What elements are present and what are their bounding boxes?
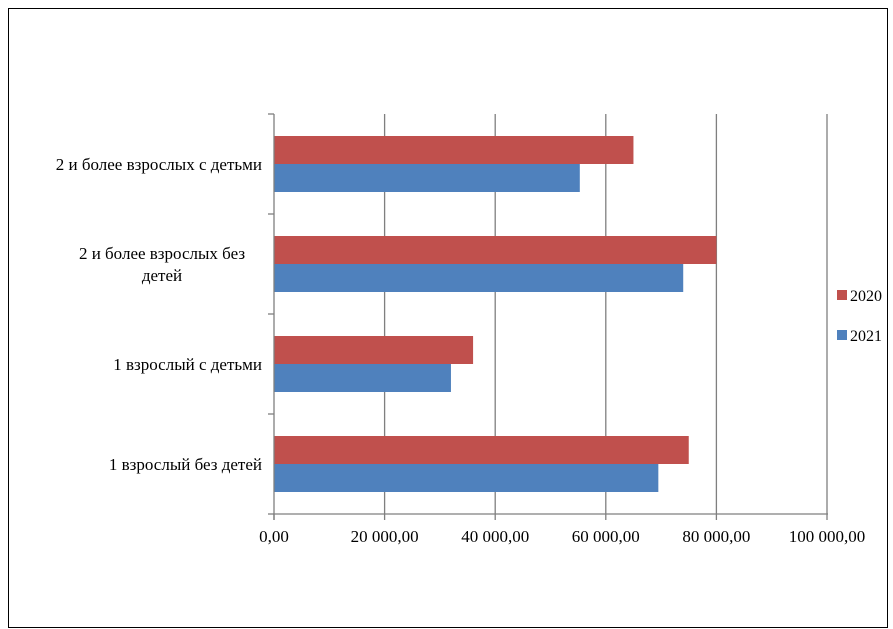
bar-2021-4 [274, 464, 659, 492]
legend-swatch-2021 [837, 330, 847, 340]
bar-2021-3 [274, 364, 451, 392]
labels: 0,00 20 000,00 40 000,00 60 000,00 80 000,00… [56, 155, 866, 546]
bar-2020-1 [274, 136, 634, 164]
bar-2020-4 [274, 436, 689, 464]
x-tick-label: 0,00 [259, 527, 289, 546]
category-label: 2 и более взрослых с детьми [56, 155, 262, 174]
bar-2021-1 [274, 164, 580, 192]
bar-chart: 0,00 20 000,00 40 000,00 60 000,00 80 000,00… [56, 113, 882, 546]
x-tick-label: 40 000,00 [461, 527, 529, 546]
x-tick-label: 80 000,00 [682, 527, 750, 546]
legend-label-2020: 2020 [850, 288, 882, 305]
bar-2020-2 [274, 236, 717, 264]
legend-swatch-2020 [837, 290, 847, 300]
bar-2021-2 [274, 264, 684, 292]
axes [268, 113, 828, 520]
legend-label-2021: 2021 [850, 328, 882, 345]
x-tick-label: 60 000,00 [572, 527, 640, 546]
x-tick-label: 100 000,00 [789, 527, 866, 546]
chart-frame: 0,00 20 000,00 40 000,00 60 000,00 80 000,00… [8, 8, 888, 628]
category-label: 2 и более взрослых без детей [79, 244, 245, 285]
category-label: 1 взрослый с детьми [113, 355, 262, 374]
legend: 2020 2021 [837, 288, 882, 345]
bars [274, 136, 717, 492]
category-label: 1 взрослый без детей [109, 455, 262, 474]
x-tick-label: 20 000,00 [351, 527, 419, 546]
bar-2020-3 [274, 336, 474, 364]
